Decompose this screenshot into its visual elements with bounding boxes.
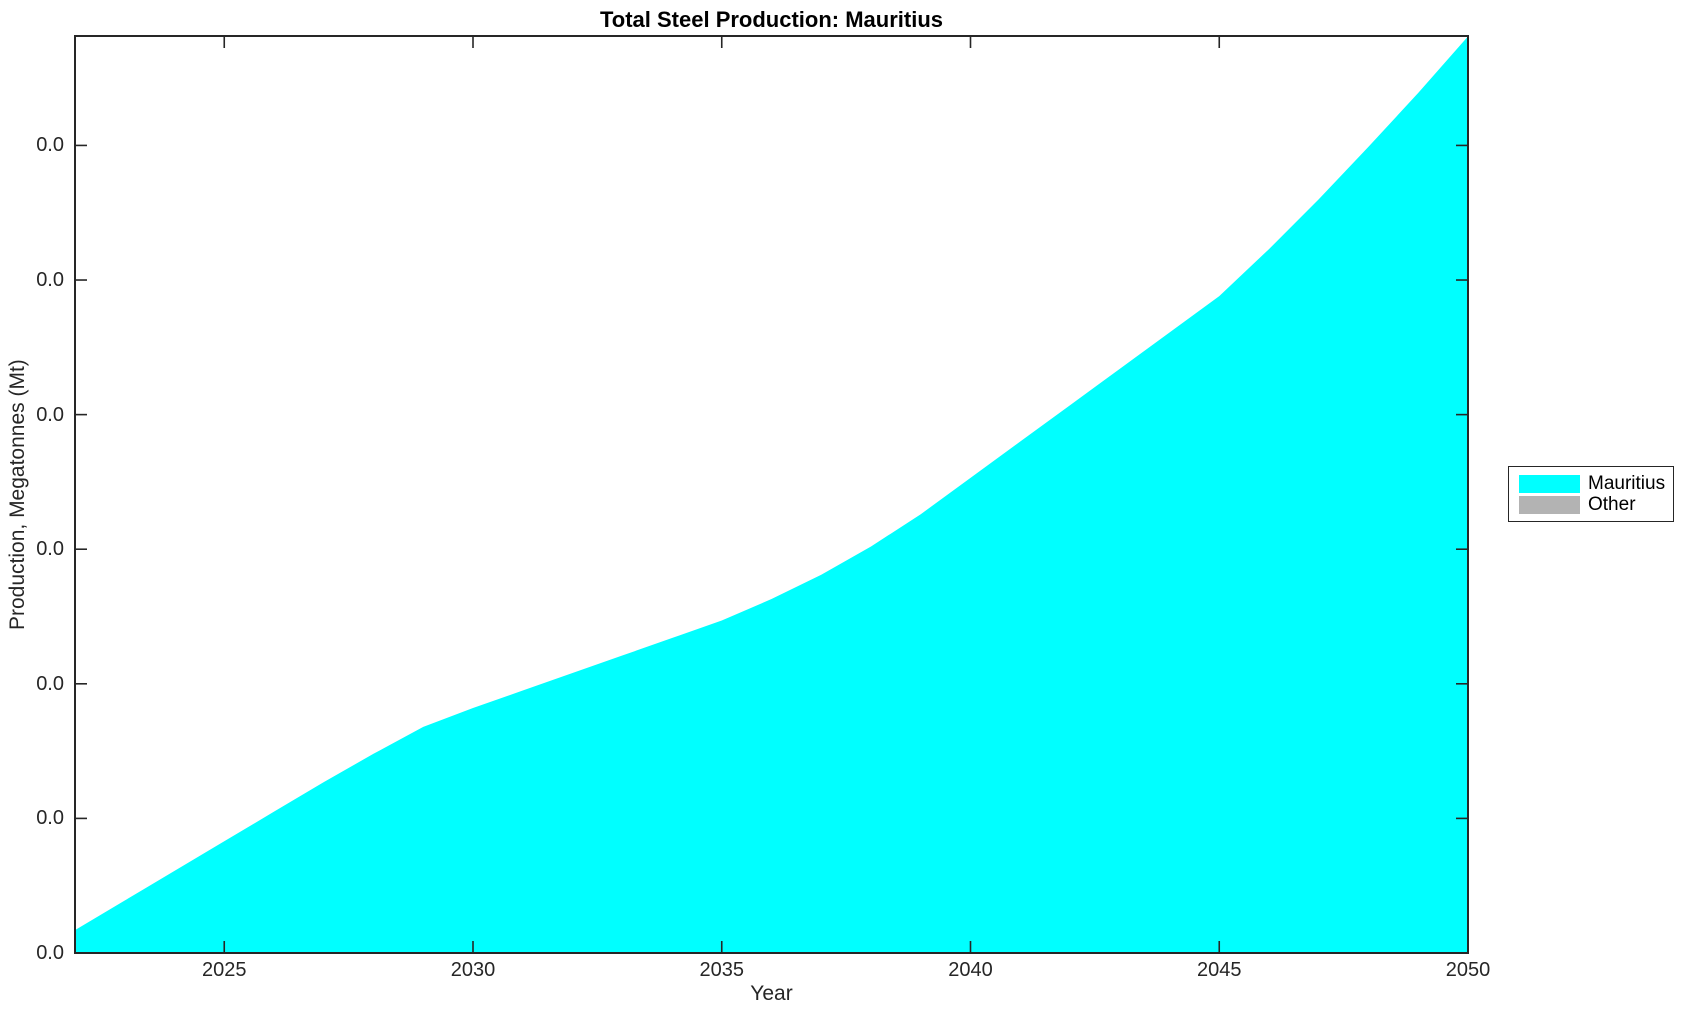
legend-swatch-mauritius [1519,474,1580,493]
area-series-mauritius [75,36,1468,953]
x-tick-label-2045: 2045 [1197,959,1242,981]
y-tick-label: 0.0 [36,269,64,292]
legend-label-mauritius: Mauritius [1588,472,1666,494]
legend-swatch-other [1519,495,1580,514]
y-tick-label: 0.0 [36,807,64,830]
legend: Mauritius Other [1508,466,1674,522]
y-tick-label: 0.0 [36,134,64,157]
x-tick-label-2040: 2040 [948,959,993,981]
y-tick-label: 0.0 [36,403,64,426]
legend-label-other: Other [1588,493,1636,515]
legend-item-mauritius: Mauritius [1519,472,1673,494]
x-axis-label: Year [750,982,793,1005]
axes-box [74,35,1469,954]
y-tick-label: 0.0 [36,942,64,964]
y-tick-label: 0.0 [36,538,64,561]
x-tick-label-2050: 2050 [1445,959,1491,981]
legend-item-other: Other [1519,493,1673,515]
y-tick-label: 0.0 [36,672,64,695]
x-tick-label-2035: 2035 [699,959,745,981]
x-tick-label-2025: 2025 [202,959,247,981]
x-tick-label-2030: 2030 [450,959,496,981]
chart-title: Total Steel Production: Mauritius [599,7,944,32]
